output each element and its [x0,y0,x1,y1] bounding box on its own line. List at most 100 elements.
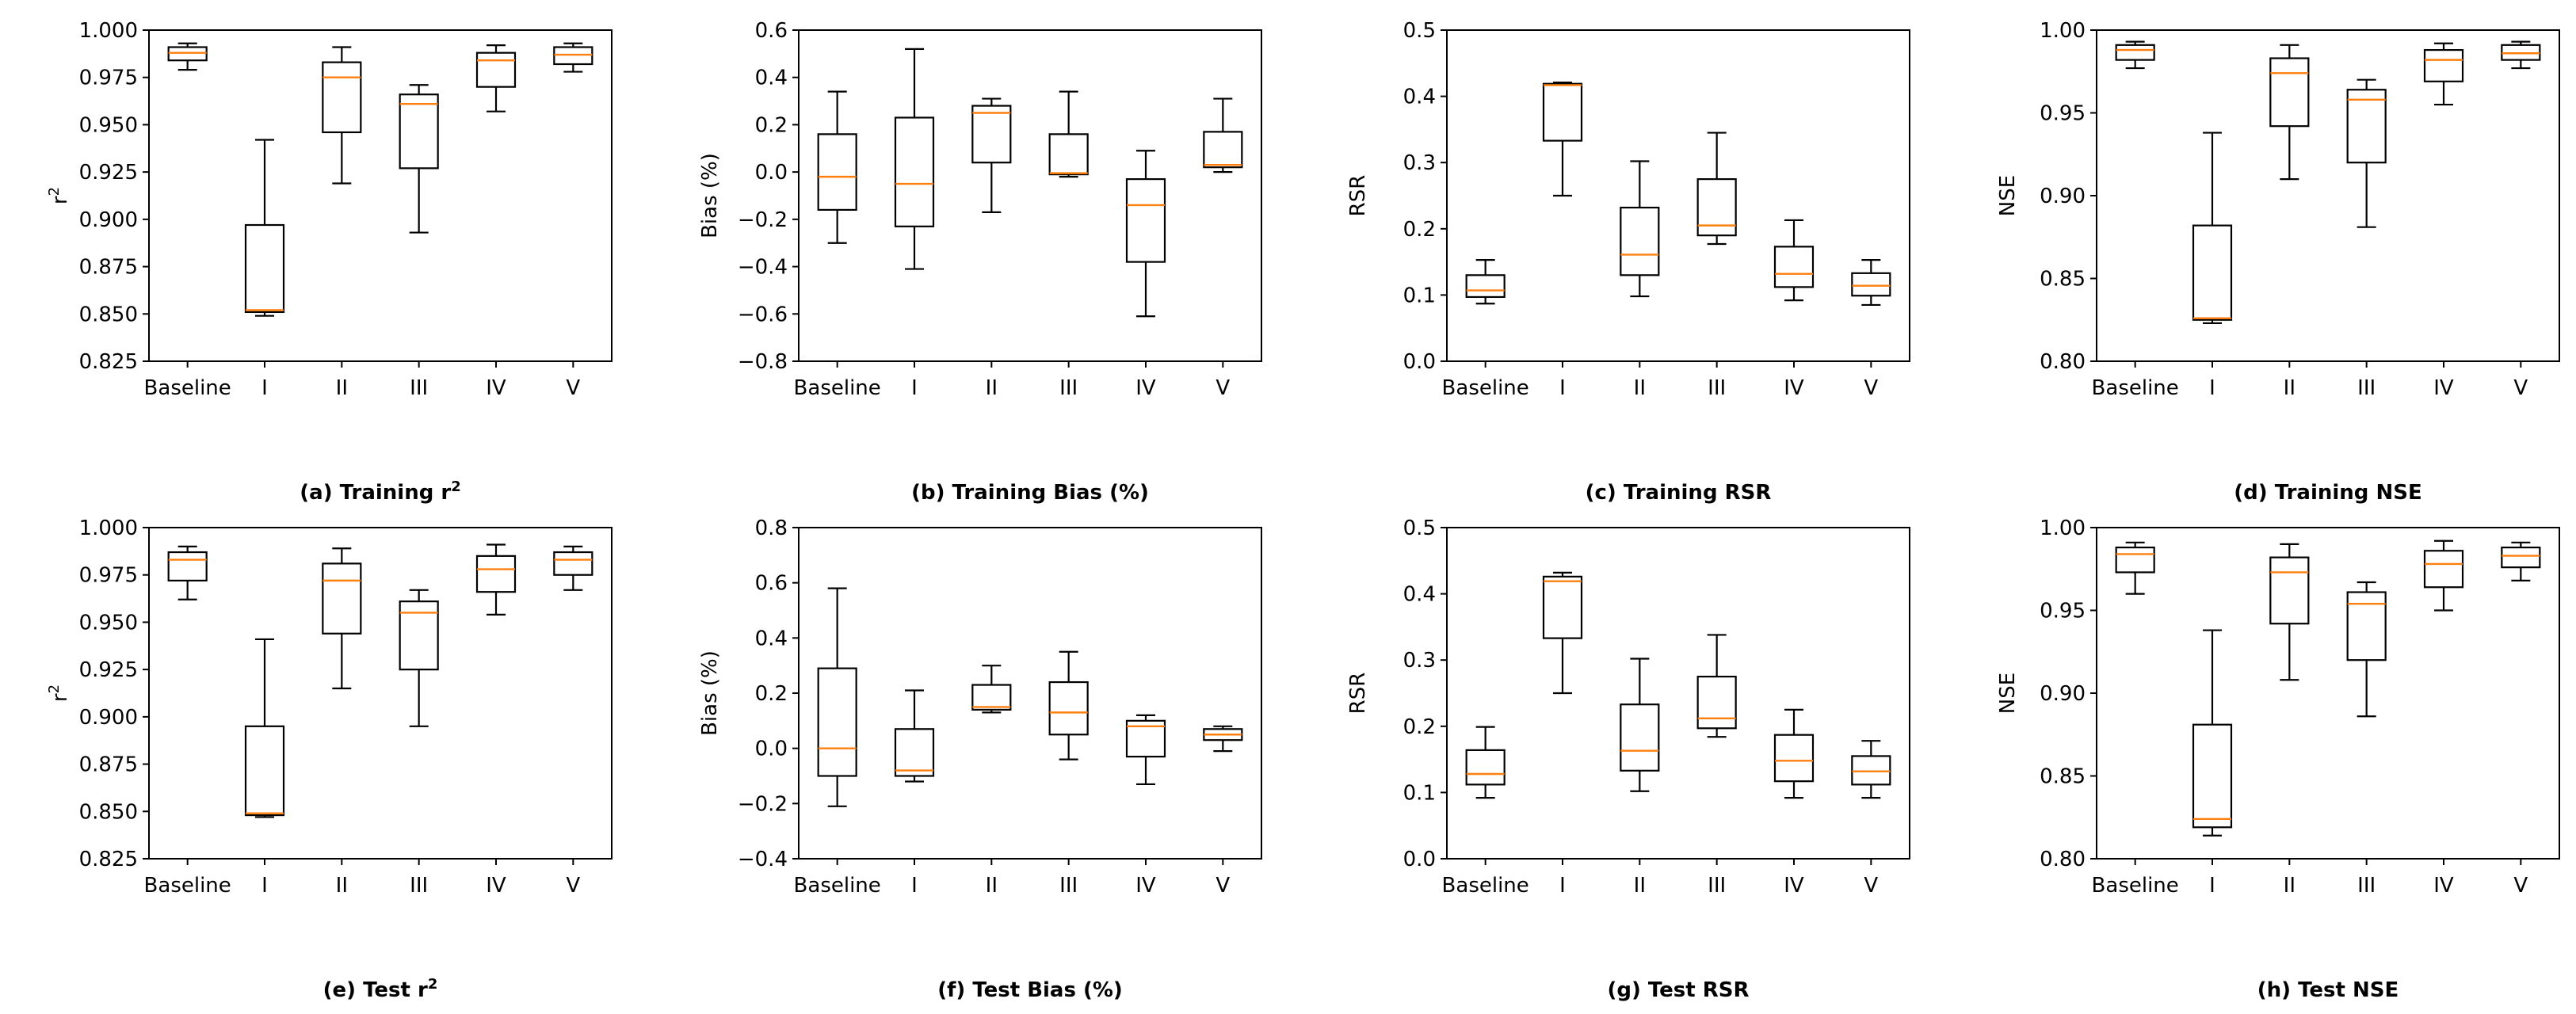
y-tick-label: 0.5 [1403,19,1436,43]
x-tick-label: V [2513,376,2528,400]
plot-frame [1446,527,1910,860]
plot-frame [148,527,613,860]
box-ii [2269,543,2310,681]
iqr-box [971,684,1012,711]
box-i [244,638,285,818]
y-tick-label: 0.975 [79,564,138,588]
y-tick-label: 0.6 [755,572,788,596]
y-axis-label: NSE [1996,673,2020,714]
box-iv [1773,708,1815,799]
y-tick-label: 0.85 [2040,268,2086,292]
x-tick-label: Baseline [1442,874,1529,898]
box-ii [322,46,362,185]
x-tick-label: V [1864,874,1878,898]
iqr-box [1542,82,1583,142]
x-tick-label: IV [486,376,506,400]
x-tick-label: II [2284,376,2296,400]
y-axis-label: r2 [46,684,72,702]
x-tick-label: III [1708,376,1726,400]
y-tick-label: 0.6 [755,19,788,43]
x-tick-label: III [2357,376,2376,400]
x-tick-label: Baseline [144,874,231,898]
y-tick-label: 0.975 [79,67,138,90]
iqr-box [244,725,285,817]
subplot-caption: (e) Test r2 [323,976,438,1002]
y-axis-label: r2 [46,187,72,204]
x-tick-label: IV [1135,376,1156,400]
plot-frame [2096,29,2560,362]
iqr-box [1773,246,1815,288]
iqr-box [244,223,285,313]
box-i [894,48,935,270]
iqr-box [817,133,857,212]
x-tick-label: Baseline [794,874,881,898]
subplot-5: 0.825 0.850 0.875 0.900 0.925 0.950 0.975 1.000… [46,517,613,1002]
y-tick-label: 0.2 [755,682,788,706]
y-tick-label: 0.900 [79,208,138,232]
iqr-box [2192,224,2233,321]
box-iv [1125,714,1166,786]
iqr-box [971,105,1012,164]
iqr-box [1125,178,1166,263]
plot-frame [798,29,1262,362]
y-tick-label: 0.875 [79,753,138,777]
y-tick-label: −0.4 [738,256,788,280]
x-tick-label: V [566,874,580,898]
box-ii [1620,160,1660,298]
iqr-box [1696,675,1737,730]
box-ii [971,97,1012,213]
plot-frame [1446,29,1910,362]
y-tick-label: 1.000 [79,517,138,540]
y-tick-label: 0.1 [1403,284,1436,307]
box-v [2501,40,2541,70]
x-tick-label: Baseline [144,376,231,400]
y-tick-label: 0.875 [79,256,138,280]
box-iii [1048,90,1089,178]
box-i [2192,629,2233,837]
x-tick-label: I [1559,376,1566,400]
y-tick-label: 0.0 [755,738,788,761]
y-tick-label: 0.8 [755,517,788,540]
y-axis-label: RSR [1346,673,1370,715]
iqr-box [1773,734,1815,783]
y-tick-label: 0.825 [79,848,138,871]
box-ii [971,665,1012,714]
iqr-box [1851,272,1891,297]
iqr-box [1620,206,1660,276]
iqr-box [2423,550,2464,589]
box-v [1203,97,1243,173]
box-baseline [817,587,857,807]
box-v [2501,541,2541,581]
plot-frame [2096,527,2560,860]
x-tick-label: V [566,376,580,400]
box-iii [1696,634,1737,738]
box-iii [1048,650,1089,760]
x-tick-label: IV [1135,874,1156,898]
box-i [1542,571,1583,695]
iqr-box [2346,591,2387,661]
iqr-box [553,551,593,576]
box-v [1851,258,1891,307]
box-i [244,139,285,317]
y-tick-label: −0.6 [738,303,788,326]
y-tick-label: 0.95 [2040,102,2086,126]
x-tick-label: IV [2433,874,2454,898]
x-tick-label: II [1634,376,1646,400]
box-iii [2346,78,2387,228]
x-tick-label: II [986,376,998,400]
box-v [1851,740,1891,799]
x-tick-label: Baseline [2092,376,2179,400]
y-tick-label: 0.2 [1403,218,1436,242]
x-tick-label: II [336,874,348,898]
iqr-box [2269,57,2310,128]
y-tick-label: 1.00 [2040,517,2086,540]
box-baseline [2115,40,2155,70]
box-baseline [2115,541,2155,595]
y-tick-label: 0.825 [79,350,138,374]
y-tick-label: −0.4 [738,848,788,871]
box-iv [2423,42,2464,106]
x-tick-label: V [2513,874,2528,898]
